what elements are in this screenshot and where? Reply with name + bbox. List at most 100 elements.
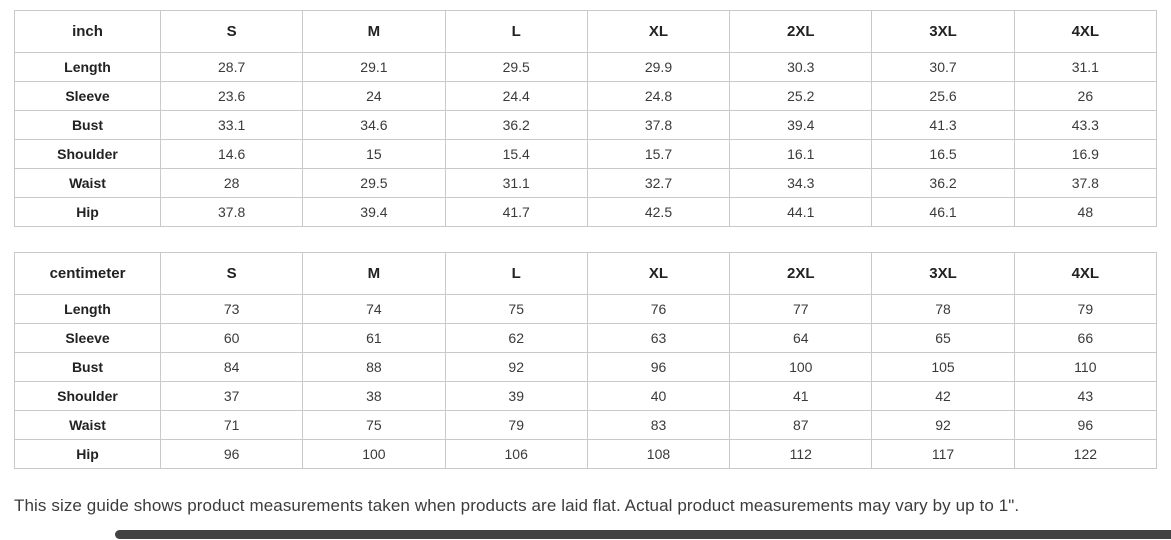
measurement-value-cell: 24.4 [444,81,588,111]
measurement-row: Waist 71 75 79 83 87 92 96 [14,410,1158,440]
measurement-value-cell: 73 [159,294,304,324]
measurement-value-cell: 106 [444,439,588,469]
measurement-value-cell: 29.1 [302,52,446,82]
measurement-value-cell: 34.3 [729,168,873,198]
measurement-value-cell: 36.2 [871,168,1015,198]
measurement-value-cell: 28.7 [159,52,304,82]
measurement-value-cell: 37.8 [1013,168,1158,198]
size-column-header: 2XL [729,252,873,295]
measurement-row-label: Waist [14,168,161,198]
measurement-value-cell: 30.3 [729,52,873,82]
measurement-value-cell: 28 [159,168,304,198]
measurement-value-cell: 16.1 [729,139,873,169]
measurement-row: Shoulder 37 38 39 40 41 42 43 [14,381,1158,411]
measurement-value-cell: 117 [871,439,1015,469]
measurement-value-cell: 25.2 [729,81,873,111]
measurement-value-cell: 92 [871,410,1015,440]
measurement-row: Waist 28 29.5 31.1 32.7 34.3 36.2 37.8 [14,168,1158,198]
measurement-value-cell: 112 [729,439,873,469]
measurement-row: Sleeve 60 61 62 63 64 65 66 [14,323,1158,353]
measurement-row-label: Hip [14,439,161,469]
measurement-row-label: Length [14,294,161,324]
size-column-header: XL [586,252,731,295]
measurement-value-cell: 84 [159,352,304,382]
measurement-value-cell: 64 [729,323,873,353]
measurement-value-cell: 79 [444,410,588,440]
size-column-header: XL [586,10,731,53]
size-column-header: 3XL [871,252,1015,295]
size-column-header: L [444,252,588,295]
measurement-value-cell: 24.8 [586,81,731,111]
measurement-value-cell: 29.5 [444,52,588,82]
measurement-row: Bust 84 88 92 96 100 105 110 [14,352,1158,382]
measurement-value-cell: 31.1 [444,168,588,198]
horizontal-scrollbar-thumb[interactable] [115,530,1171,539]
measurement-row: Hip 37.8 39.4 41.7 42.5 44.1 46.1 48 [14,197,1158,227]
measurement-row-label: Shoulder [14,139,161,169]
measurement-value-cell: 79 [1013,294,1158,324]
measurement-value-cell: 32.7 [586,168,731,198]
measurement-value-cell: 44.1 [729,197,873,227]
measurement-value-cell: 39.4 [729,110,873,140]
measurement-value-cell: 96 [159,439,304,469]
measurement-value-cell: 100 [729,352,873,382]
measurement-row-label: Shoulder [14,381,161,411]
measurement-value-cell: 66 [1013,323,1158,353]
measurement-value-cell: 29.5 [302,168,446,198]
measurement-value-cell: 15.7 [586,139,731,169]
measurement-value-cell: 25.6 [871,81,1015,111]
measurement-value-cell: 29.9 [586,52,731,82]
measurement-value-cell: 23.6 [159,81,304,111]
size-column-header: L [444,10,588,53]
measurement-value-cell: 62 [444,323,588,353]
measurement-row: Sleeve 23.6 24 24.4 24.8 25.2 25.6 26 [14,81,1158,111]
measurement-value-cell: 33.1 [159,110,304,140]
size-column-header: S [159,10,304,53]
measurement-value-cell: 38 [302,381,446,411]
measurement-value-cell: 48 [1013,197,1158,227]
size-column-header: S [159,252,304,295]
measurement-value-cell: 105 [871,352,1015,382]
measurement-value-cell: 30.7 [871,52,1015,82]
measurement-row-label: Bust [14,110,161,140]
measurement-value-cell: 76 [586,294,731,324]
measurement-value-cell: 78 [871,294,1015,324]
measurement-value-cell: 61 [302,323,446,353]
measurement-row: Shoulder 14.6 15 15.4 15.7 16.1 16.5 16.9 [14,139,1158,169]
measurement-value-cell: 88 [302,352,446,382]
measurement-value-cell: 36.2 [444,110,588,140]
measurement-value-cell: 75 [302,410,446,440]
measurement-row: Hip 96 100 106 108 112 117 122 [14,439,1158,469]
size-table-header-row: inch S M L XL 2XL 3XL 4XL [14,10,1158,53]
size-table-header-row: centimeter S M L XL 2XL 3XL 4XL [14,252,1158,295]
measurement-value-cell: 42.5 [586,197,731,227]
size-column-header: 2XL [729,10,873,53]
measurement-value-cell: 39.4 [302,197,446,227]
size-column-header: 4XL [1013,252,1158,295]
measurement-value-cell: 26 [1013,81,1158,111]
inch-size-table: inch S M L XL 2XL 3XL 4XL Length 28.7 29.1 29.5 29.9… [14,10,1158,227]
measurement-row-label: Waist [14,410,161,440]
measurement-value-cell: 15.4 [444,139,588,169]
measurement-value-cell: 110 [1013,352,1158,382]
measurement-value-cell: 15 [302,139,446,169]
measurement-value-cell: 37 [159,381,304,411]
measurement-value-cell: 83 [586,410,731,440]
size-column-header: 3XL [871,10,1015,53]
measurement-value-cell: 37.8 [159,197,304,227]
size-column-header: 4XL [1013,10,1158,53]
measurement-row-label: Hip [14,197,161,227]
measurement-row-label: Sleeve [14,81,161,111]
measurement-value-cell: 71 [159,410,304,440]
measurement-value-cell: 77 [729,294,873,324]
measurement-value-cell: 46.1 [871,197,1015,227]
measurement-value-cell: 65 [871,323,1015,353]
unit-header-cell: inch [14,10,161,53]
measurement-row-label: Sleeve [14,323,161,353]
measurement-value-cell: 24 [302,81,446,111]
measurement-value-cell: 43 [1013,381,1158,411]
measurement-row: Length 28.7 29.1 29.5 29.9 30.3 30.7 31.1 [14,52,1158,82]
measurement-value-cell: 42 [871,381,1015,411]
measurement-value-cell: 75 [444,294,588,324]
measurement-value-cell: 108 [586,439,731,469]
